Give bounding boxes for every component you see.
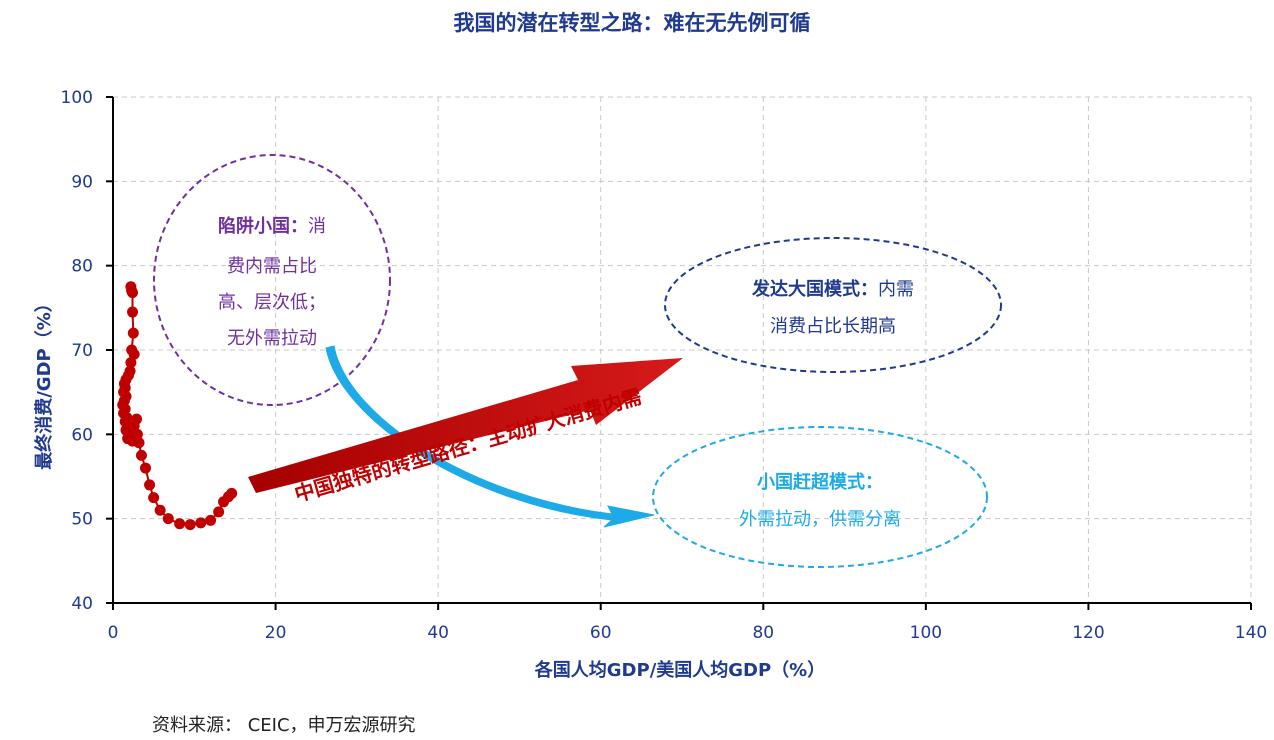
trap-small-country-title: 陷阱小国： <box>218 215 308 237</box>
gridlines <box>113 96 1252 603</box>
developed-country-line-2: 消费占比长期高 <box>770 316 896 337</box>
data-point <box>140 462 152 474</box>
small-catchup-title: 小国赶超模式： <box>757 471 883 493</box>
small-catchup-ellipse <box>652 426 988 568</box>
small-catchup-line-1: 外需拉动，供需分离 <box>739 509 901 530</box>
data-point <box>125 357 137 369</box>
data-point <box>162 513 174 525</box>
trap-small-country-label: 陷阱小国：消 <box>218 215 326 237</box>
y-axis-label: 最终消费/GDP（%） <box>33 294 55 470</box>
data-point <box>154 504 166 516</box>
developed-country-title: 发达大国模式： <box>751 278 878 300</box>
y-tick-label: 70 <box>71 341 93 361</box>
y-tick-label: 60 <box>71 425 93 445</box>
x-tick-label: 80 <box>752 623 774 643</box>
chart-title: 我国的潜在转型之路：难在无先例可循 <box>454 11 811 35</box>
source-note: 资料来源： CEIC，申万宏源研究 <box>152 715 416 736</box>
developed-country-ellipse <box>664 237 1002 373</box>
x-tick-label: 100 <box>910 623 942 643</box>
china-path-arrow <box>248 358 683 493</box>
y-tick-labels: 40 50 60 70 80 90 100 <box>61 88 93 614</box>
x-tick-label: 20 <box>265 623 287 643</box>
catchup-curved-arrow <box>325 345 655 528</box>
trap-small-country-line-1: 消 <box>308 216 326 237</box>
x-tick-labels: 0 20 40 60 80 100 120 140 <box>108 623 1268 643</box>
y-tick-label: 80 <box>71 257 93 277</box>
data-point <box>131 428 143 440</box>
data-points <box>117 281 238 531</box>
x-tick-label: 40 <box>427 623 449 643</box>
developed-country-line-1: 内需 <box>878 279 914 300</box>
data-point <box>135 449 147 461</box>
china-path-label: 中国独特的转型路径：主动扩大消费内需 <box>292 384 645 506</box>
y-tick-label: 50 <box>71 510 93 530</box>
data-point <box>226 487 238 499</box>
x-tick-label: 120 <box>1072 623 1104 643</box>
trap-small-country-circle <box>153 154 391 406</box>
y-tick-label: 100 <box>61 88 93 108</box>
trap-small-country-line-3: 高、层次低； <box>218 292 326 313</box>
x-axis-label: 各国人均GDP/美国人均GDP（%） <box>534 659 825 681</box>
data-point <box>174 518 186 530</box>
data-point <box>127 306 139 318</box>
data-point <box>213 506 225 518</box>
data-point <box>133 437 145 449</box>
data-point <box>127 327 139 339</box>
data-point <box>195 517 207 529</box>
data-point <box>127 287 139 299</box>
x-tick-label: 0 <box>108 623 119 643</box>
x-tick-label: 140 <box>1235 623 1267 643</box>
data-point <box>128 348 140 360</box>
y-tick-label: 40 <box>71 594 93 614</box>
data-point <box>184 519 196 531</box>
x-tick-label: 60 <box>590 623 612 643</box>
series-line <box>121 286 233 526</box>
trap-small-country-line-4: 无外需拉动 <box>227 328 317 349</box>
axes <box>106 96 1252 610</box>
data-point <box>205 514 217 526</box>
y-tick-label: 90 <box>71 172 93 192</box>
data-point <box>144 479 156 491</box>
data-point <box>131 413 143 425</box>
data-point <box>148 492 160 504</box>
developed-country-label: 发达大国模式：内需 <box>751 278 914 300</box>
trap-small-country-line-2: 费内需占比 <box>227 256 317 277</box>
